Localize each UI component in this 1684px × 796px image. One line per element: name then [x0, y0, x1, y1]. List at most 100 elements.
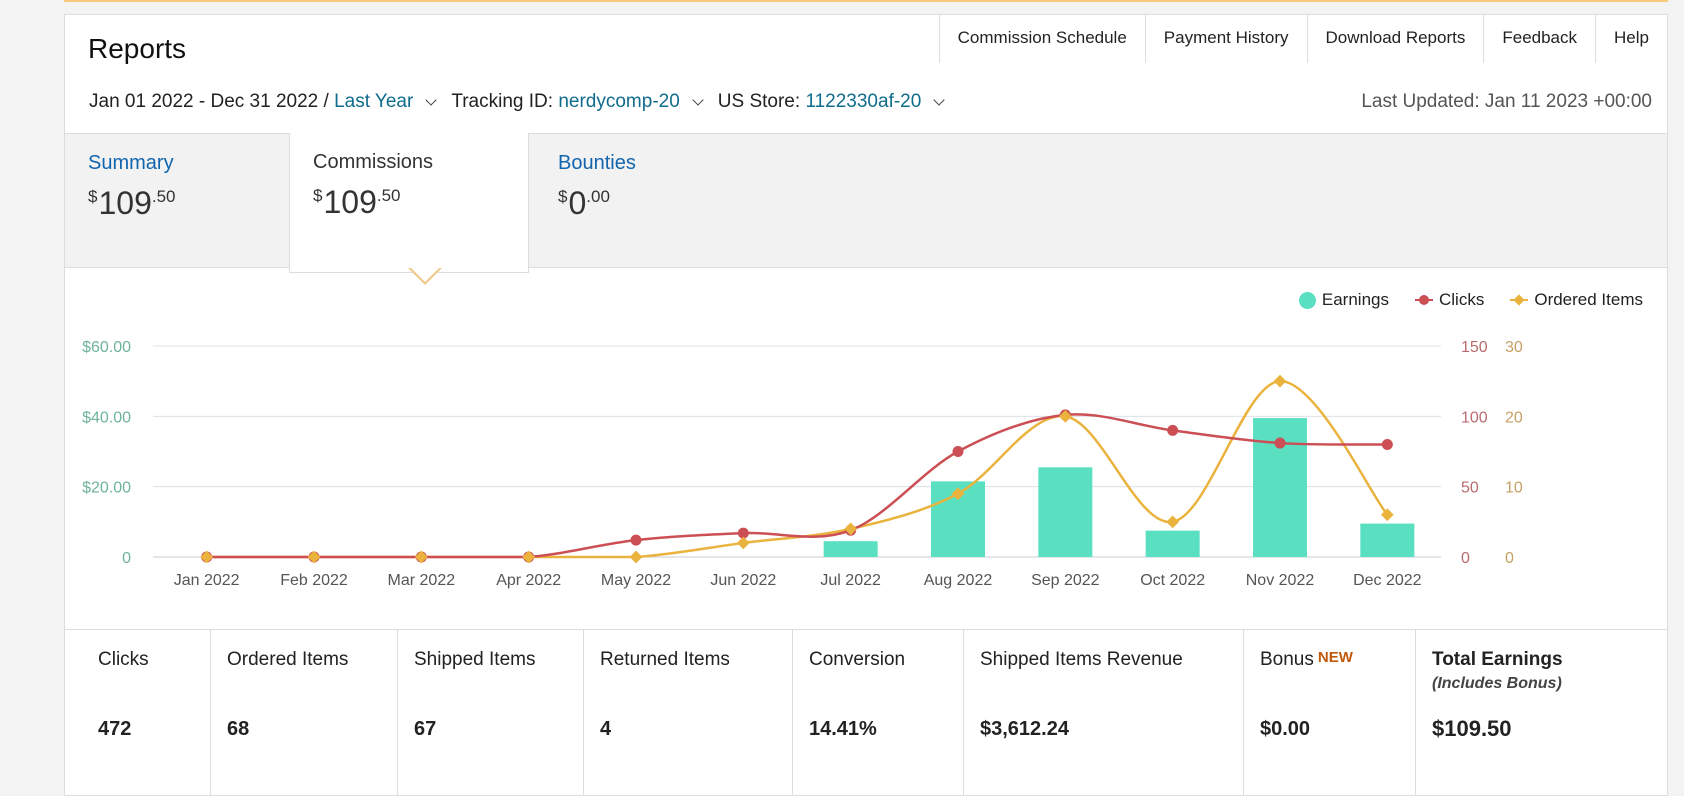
clicks-point — [1381, 438, 1393, 450]
stat-label: Ordered Items — [227, 649, 349, 670]
amount-whole: 0 — [568, 185, 587, 221]
tab-summary-amount: $ 109 .50 — [88, 185, 305, 222]
stat-total-earnings: Total Earnings (Includes Bonus) $109.50 — [1416, 630, 1667, 796]
chart-legend: Earnings Clicks Ordered Items — [1298, 290, 1643, 310]
ordered-items-point — [736, 536, 750, 550]
x-tick-label: May 2022 — [601, 572, 671, 589]
stat-shipped-revenue: Shipped Items Revenue $3,612.24 — [964, 630, 1244, 796]
stat-value: $0.00 — [1260, 718, 1311, 740]
stat-label: Shipped Items — [414, 649, 536, 670]
filter-row: Jan 01 2022 - Dec 31 2022 / Last Year Tr… — [89, 91, 953, 113]
y-left-tick-label: $20.00 — [82, 480, 131, 497]
clicks-point — [952, 446, 964, 457]
ordered-items-point — [307, 550, 321, 564]
x-tick-label: Mar 2022 — [388, 572, 456, 589]
tab-summary[interactable]: Summary $ 109 .50 — [65, 134, 305, 269]
earnings-bar — [1360, 523, 1415, 557]
legend-ordered-items[interactable]: Ordered Items — [1510, 290, 1643, 310]
stat-value: 4 — [600, 718, 612, 740]
y-right-ordered-tick-label: 0 — [1505, 550, 1514, 567]
ordered-items-point — [629, 550, 643, 564]
tab-commissions-amount: $ 109 .50 — [313, 184, 528, 221]
clicks-line-icon — [1415, 295, 1433, 305]
download-reports-link[interactable]: Download Reports — [1307, 15, 1485, 63]
amount-whole: 109 — [323, 184, 377, 220]
stat-sub-label: (Includes Bonus) — [1432, 675, 1562, 692]
y-right-clicks-tick-label: 100 — [1461, 409, 1488, 426]
earnings-bar — [1038, 467, 1093, 557]
feedback-link[interactable]: Feedback — [1484, 15, 1597, 63]
chart-area: Earnings Clicks Ordered Items 0 $20.00 $40… — [65, 270, 1667, 630]
stat-ordered-items: Ordered Items 68 — [211, 630, 398, 796]
new-badge: NEW — [1317, 649, 1353, 666]
legend-clicks-label: Clicks — [1439, 290, 1485, 309]
payment-history-link[interactable]: Payment History — [1145, 15, 1308, 63]
stat-label: Bonus NEW — [1260, 649, 1415, 671]
y-left-tick-label: 0 — [122, 550, 131, 567]
ordered-items-point — [1058, 409, 1072, 423]
stat-value: 68 — [227, 718, 250, 740]
currency-symbol: $ — [88, 187, 98, 206]
x-tick-label: Jul 2022 — [820, 572, 881, 589]
stat-bonus: Bonus NEW $0.00 — [1244, 630, 1416, 796]
stat-label: Clicks — [98, 649, 149, 670]
ordered-items-point — [200, 550, 214, 564]
stats-row: Clicks 472 Ordered Items 68 Shipped Item… — [65, 629, 1667, 796]
stat-label: Total Earnings — [1432, 649, 1563, 670]
x-tick-label: Apr 2022 — [496, 572, 561, 589]
y-right-ordered-tick-label: 10 — [1505, 480, 1523, 497]
currency-symbol: $ — [313, 186, 323, 205]
legend-clicks[interactable]: Clicks — [1415, 290, 1484, 310]
chevron-down-icon[interactable] — [425, 94, 437, 106]
top-accent-strip — [64, 0, 1668, 2]
x-tick-label: Dec 2022 — [1353, 572, 1422, 589]
stat-label: Returned Items — [600, 649, 730, 670]
ordered-items-line — [206, 379, 1389, 559]
ordered-items-point — [522, 550, 536, 564]
ordered-items-point — [414, 550, 428, 564]
y-right-ordered-tick-label: 20 — [1505, 409, 1523, 426]
tab-commissions[interactable]: Commissions $ 109 .50 — [289, 133, 529, 273]
chevron-down-icon[interactable] — [933, 94, 945, 106]
tab-bounties-amount: $ 0 .00 — [558, 185, 775, 222]
tab-summary-label: Summary — [88, 152, 174, 174]
y-right-clicks-tick-label: 150 — [1461, 339, 1488, 356]
clicks-point — [737, 527, 749, 539]
stat-returned-items: Returned Items 4 — [584, 630, 793, 796]
amount-cents: .50 — [151, 187, 176, 206]
amount-cents: .50 — [376, 186, 401, 205]
x-tick-label: Aug 2022 — [924, 572, 993, 589]
reports-panel: Reports Commission Schedule Payment Hist… — [64, 14, 1668, 796]
y-left-tick-label: $40.00 — [82, 409, 131, 426]
clicks-line — [206, 413, 1388, 559]
legend-ordered-label: Ordered Items — [1534, 290, 1643, 309]
clicks-point — [1167, 424, 1179, 436]
tab-commissions-label: Commissions — [313, 151, 434, 173]
tracking-id-dropdown[interactable]: nerdycomp-20 — [558, 91, 680, 112]
x-tick-label: Nov 2022 — [1246, 572, 1315, 589]
legend-earnings[interactable]: Earnings — [1298, 290, 1389, 310]
earnings-bar — [1145, 530, 1200, 557]
tab-bounties[interactable]: Bounties $ 0 .00 — [535, 134, 775, 269]
store-dropdown[interactable]: 1122330af-20 — [805, 91, 922, 112]
x-tick-label: Sep 2022 — [1031, 572, 1100, 589]
chevron-down-icon[interactable] — [692, 94, 704, 106]
amount-cents: .00 — [586, 187, 610, 206]
stat-value: $3,612.24 — [980, 718, 1069, 740]
period-dropdown[interactable]: Last Year — [334, 91, 414, 112]
ordered-items-point — [1273, 374, 1287, 388]
x-tick-label: Jan 2022 — [174, 572, 240, 589]
clicks-point — [630, 534, 642, 546]
report-tabs: Summary $ 109 .50 Commissions $ 109 .50 … — [65, 133, 1667, 273]
top-links-nav: Commission Schedule Payment History Down… — [938, 15, 1667, 63]
y-right-clicks-tick-label: 0 — [1461, 550, 1470, 567]
stat-conversion: Conversion 14.41% — [793, 630, 964, 796]
ordered-items-point — [1166, 515, 1180, 529]
y-right-ordered-tick-label: 30 — [1505, 339, 1523, 356]
stat-label: Conversion — [809, 649, 906, 670]
help-link[interactable]: Help — [1596, 15, 1667, 63]
y-left-tick-label: $60.00 — [82, 339, 131, 356]
last-updated-text: Last Updated: Jan 11 2023 +00:00 — [1361, 91, 1652, 112]
commission-schedule-link[interactable]: Commission Schedule — [939, 15, 1146, 63]
earnings-bar — [823, 541, 878, 557]
